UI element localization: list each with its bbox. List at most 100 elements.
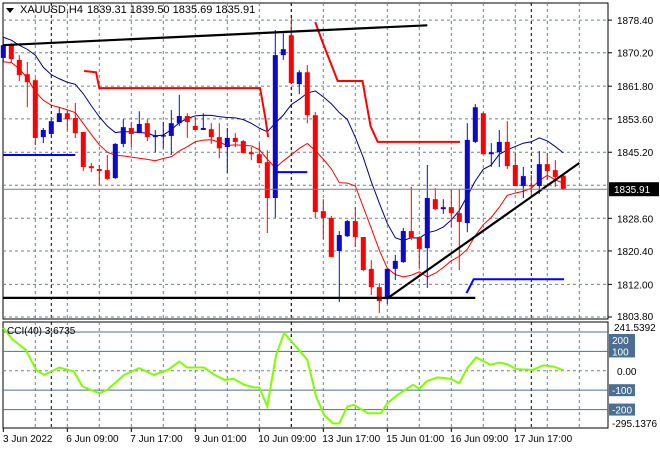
bear-candle	[16, 55, 22, 82]
price-axis-label: 1828.60	[617, 214, 654, 225]
candle-body	[240, 141, 246, 154]
price-axis-label: 1812.00	[617, 280, 654, 291]
candle-body	[184, 116, 190, 122]
candle-body	[560, 175, 566, 190]
bear-candle	[504, 121, 510, 169]
ohlc-values: 1839.31 1839.50 1835.69 1835.91	[86, 4, 256, 16]
bear-candle	[8, 43, 14, 64]
bear-candle	[64, 110, 70, 130]
candle-body	[400, 231, 406, 263]
bear-candle	[288, 18, 294, 83]
bear-candle	[320, 199, 326, 240]
candle-body	[248, 152, 254, 155]
time-axis-label: 6 Jun 09:00	[66, 434, 119, 445]
candle-body	[344, 221, 350, 237]
bull-candle	[48, 119, 54, 136]
dropdown-triangle-icon[interactable]	[6, 7, 14, 13]
cci-level-label-bg	[609, 334, 635, 346]
bear-candle	[416, 236, 422, 269]
candle-body	[544, 164, 550, 171]
candle-body	[96, 168, 102, 171]
candle-body	[216, 137, 222, 149]
candle-body	[104, 170, 110, 179]
bear-candle	[32, 78, 38, 146]
cci-min-label: -295.1376	[612, 419, 657, 430]
time-axis-label: 9 Jun 01:00	[194, 434, 247, 445]
candle-body	[152, 135, 158, 138]
cci-max-label: 241.5392	[614, 323, 656, 334]
candle-body	[512, 164, 518, 187]
bear-candle	[368, 260, 374, 296]
candle-body	[376, 287, 382, 302]
candle-body	[176, 116, 182, 124]
bear-candle	[328, 215, 334, 257]
candle-body	[168, 123, 174, 136]
bull-candle	[176, 94, 182, 126]
bull-candle	[120, 119, 126, 148]
bear-candle	[88, 162, 94, 173]
red-stop-line	[84, 70, 270, 138]
candle-body	[56, 113, 62, 122]
cci-level-label-bg	[609, 384, 635, 397]
bear-candle	[544, 153, 550, 181]
candle-body	[528, 184, 534, 187]
cci-title: CCI(40) 3.6735	[7, 326, 76, 337]
bear-candle	[560, 174, 566, 191]
candle-body	[264, 162, 270, 199]
bull-candle	[224, 127, 230, 173]
bull-candle	[280, 33, 286, 60]
bull-candle	[424, 164, 430, 288]
bull-candle	[0, 37, 6, 62]
bull-candle	[488, 143, 494, 167]
bull-candle	[496, 129, 502, 167]
current-price-label-bg	[609, 182, 659, 197]
candle-body	[112, 143, 118, 179]
cci-level-label: -100	[612, 386, 632, 397]
bear-candle	[96, 164, 102, 185]
bear-candle	[184, 113, 190, 138]
candle-body	[232, 137, 238, 142]
candle-body	[128, 127, 134, 134]
bear-candle	[432, 188, 438, 210]
bull-candle	[472, 104, 478, 144]
candle-body	[120, 127, 126, 144]
bull-candle	[136, 111, 142, 134]
bull-candle	[336, 231, 342, 302]
price-axis-label: 1845.20	[617, 148, 654, 159]
candle-body	[440, 207, 446, 210]
bear-candle	[528, 174, 534, 196]
candle-body	[496, 141, 502, 153]
bear-candle	[128, 121, 134, 148]
bear-candle	[304, 65, 310, 124]
bear-candle	[144, 119, 150, 142]
upper-average-line	[3, 36, 564, 242]
current-price-label: 1835.91	[614, 185, 651, 196]
candle-body	[272, 55, 278, 199]
candle-body	[408, 231, 414, 239]
bear-candle	[104, 155, 110, 181]
bear-candle	[80, 131, 86, 171]
bear-candle	[256, 143, 262, 163]
price-axis-label: 1853.60	[617, 115, 654, 126]
cci-level-label: -200	[612, 406, 632, 417]
time-axis-label: 7 Jun 17:00	[130, 434, 183, 445]
trendline	[2, 24, 428, 47]
blue-stop-line	[465, 278, 565, 294]
candle-body	[40, 129, 46, 138]
cci-level-label: 200	[612, 336, 629, 347]
candle-body	[336, 235, 342, 251]
bear-candle	[552, 160, 558, 187]
candle-body	[304, 72, 310, 116]
candle-body	[520, 176, 526, 187]
candle-body	[280, 49, 286, 56]
bull-candle	[272, 30, 278, 218]
trendline	[387, 162, 580, 299]
price-axis-label: 1803.80	[617, 312, 654, 323]
chart-header: XAUUSD,H4 1839.31 1839.50 1835.69 1835.9…	[6, 4, 255, 16]
candle-body	[552, 170, 558, 177]
price-axis-label: 1870.20	[617, 49, 654, 60]
candle-body	[256, 154, 262, 163]
candle-body	[464, 139, 470, 224]
candle-body	[88, 166, 94, 169]
